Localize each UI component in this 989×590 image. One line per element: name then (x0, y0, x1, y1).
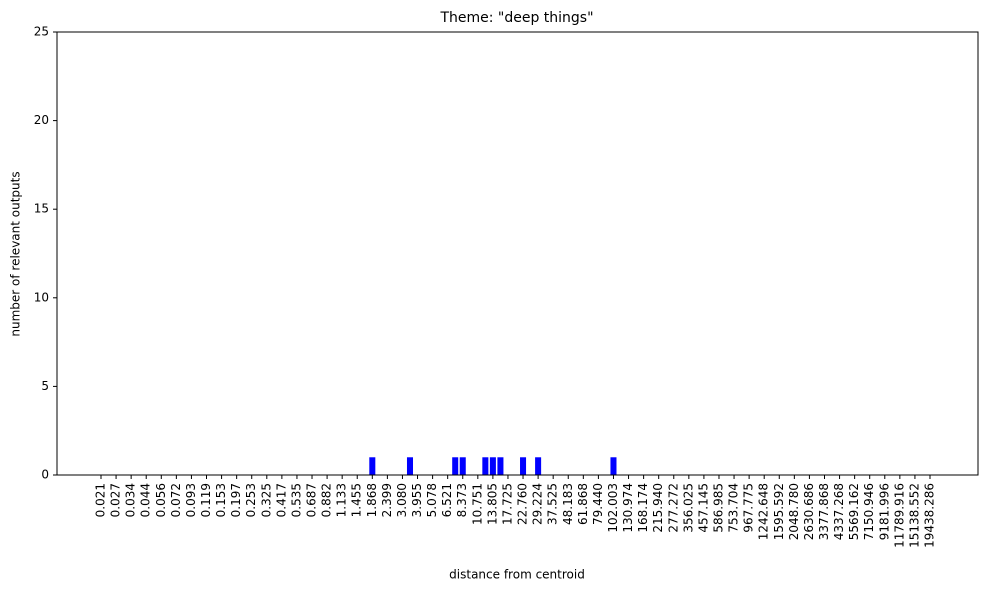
x-tick-label: 102.003 (606, 483, 620, 533)
x-tick-label: 753.704 (727, 483, 741, 533)
x-tick-label: 9181.996 (877, 483, 891, 540)
x-tick-label: 3.080 (395, 483, 409, 517)
bar (535, 457, 542, 475)
y-axis-label: number of relevant outputs (9, 171, 23, 336)
x-tick-label: 0.056 (154, 483, 168, 517)
x-tick-label: 1.133 (335, 483, 349, 517)
x-tick-label: 79.440 (591, 483, 605, 525)
x-tick-label: 277.272 (666, 483, 680, 533)
x-tick-label: 1.868 (365, 483, 379, 517)
x-tick-label: 457.145 (696, 483, 710, 533)
x-tick-label: 0.687 (305, 483, 319, 517)
x-tick-label: 130.974 (621, 483, 635, 533)
x-tick-label: 0.034 (124, 483, 138, 517)
x-tick-label: 48.183 (561, 483, 575, 525)
y-tick-label: 0 (41, 468, 49, 482)
x-tick-label: 0.417 (274, 483, 288, 517)
chart-title: Theme: "deep things" (439, 10, 593, 26)
x-tick-label: 15138.552 (907, 483, 921, 548)
x-tick-label: 0.044 (139, 483, 153, 517)
x-tick-label: 8.373 (455, 483, 469, 517)
bar (369, 457, 376, 475)
y-tick-label: 25 (34, 25, 49, 39)
y-tick-label: 15 (34, 202, 49, 216)
x-tick-label: 967.775 (742, 483, 756, 533)
x-tick-label: 29.224 (531, 483, 545, 525)
y-tick-label: 5 (41, 379, 49, 393)
bar (482, 457, 489, 475)
bar (497, 457, 504, 475)
x-tick-label: 61.868 (576, 483, 590, 525)
x-tick-label: 6.521 (440, 483, 454, 517)
x-tick-label: 215.940 (651, 483, 665, 533)
x-tick-label: 0.153 (214, 483, 228, 517)
x-tick-label: 0.535 (289, 483, 303, 517)
x-tick-label: 37.525 (546, 483, 560, 525)
x-tick-label: 19438.286 (923, 483, 937, 548)
x-tick-label: 0.325 (259, 483, 273, 517)
x-axis-label: distance from centroid (449, 568, 585, 582)
x-tick-label: 0.253 (244, 483, 258, 517)
x-tick-label: 17.725 (500, 483, 514, 525)
x-tick-label: 0.197 (229, 483, 243, 517)
x-tick-label: 5569.162 (847, 483, 861, 540)
x-tick-label: 0.119 (199, 483, 213, 517)
x-tick-label: 7150.946 (862, 483, 876, 540)
x-tick-label: 0.882 (320, 483, 334, 517)
x-tick-label: 1595.592 (772, 483, 786, 540)
x-tick-label: 356.025 (681, 483, 695, 533)
x-tick-label: 2630.686 (802, 483, 816, 540)
x-tick-label: 0.093 (184, 483, 198, 517)
x-tick-label: 0.021 (94, 483, 108, 517)
x-tick-label: 10.751 (470, 483, 484, 525)
x-tick-label: 2.399 (380, 483, 394, 517)
plot-frame (56, 31, 979, 476)
x-tick-label: 0.027 (109, 483, 123, 517)
x-tick-label: 1242.648 (757, 483, 771, 540)
x-tick-label: 1.455 (350, 483, 364, 517)
bar (452, 457, 459, 475)
x-tick-label: 3.955 (410, 483, 424, 517)
x-tick-label: 11789.916 (892, 483, 906, 548)
x-tick-label: 2048.780 (787, 483, 801, 540)
bar (520, 457, 527, 475)
y-tick-label: 10 (34, 290, 49, 304)
bar (406, 457, 414, 475)
x-tick-label: 5.078 (425, 483, 439, 517)
x-tick-label: 3377.868 (817, 483, 831, 540)
x-tick-label: 13.805 (485, 483, 499, 525)
bar (610, 457, 617, 475)
x-tick-label: 168.174 (636, 483, 650, 533)
y-tick-label: 20 (34, 113, 49, 127)
bar (489, 457, 496, 475)
x-tick-label: 22.760 (516, 483, 530, 525)
x-tick-label: 4337.268 (832, 483, 846, 540)
x-tick-label: 0.072 (169, 483, 183, 517)
bar (459, 457, 466, 475)
x-tick-label: 586.985 (711, 483, 725, 533)
